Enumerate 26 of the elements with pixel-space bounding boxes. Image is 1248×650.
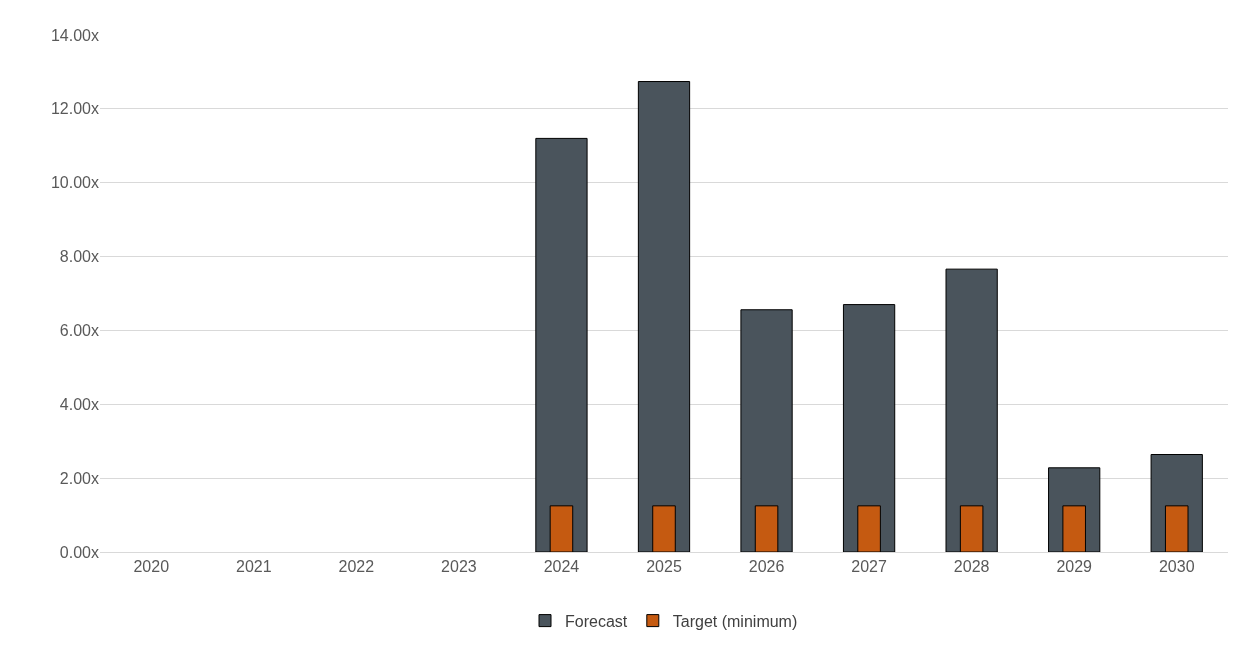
x-tick-label: 2029 [1056, 558, 1093, 576]
bar [535, 137, 588, 552]
x-tick-label: 2022 [338, 558, 375, 576]
bar [740, 309, 793, 552]
legend-label: Target (minimum) [672, 612, 798, 630]
legend-label: Forecast [565, 612, 628, 630]
x-tick-label: 2030 [1158, 558, 1195, 576]
x-tick-label: 2025 [646, 558, 682, 576]
bar [945, 268, 998, 552]
x-tick-label: 2021 [236, 558, 272, 576]
y-tick-label: 6.00x [59, 322, 99, 340]
y-tick-label: 0.00x [59, 543, 99, 561]
x-tick-label: 2027 [851, 558, 887, 576]
x-tick-label: 2024 [543, 558, 580, 576]
y-tick-label: 14.00x [50, 26, 99, 44]
x-tick-label: 2026 [748, 558, 785, 576]
y-tick-label: 4.00x [59, 395, 99, 413]
y-tick-label: 10.00x [50, 174, 99, 192]
y-tick-label: 2.00x [59, 469, 99, 487]
x-tick-label: 2020 [133, 558, 170, 576]
y-tick-label: 12.00x [50, 100, 99, 118]
x-tick-label: 2028 [953, 558, 990, 576]
bar [842, 304, 896, 552]
bar [637, 81, 691, 552]
x-tick-label: 2023 [441, 558, 477, 576]
y-tick-label: 8.00x [59, 248, 99, 266]
